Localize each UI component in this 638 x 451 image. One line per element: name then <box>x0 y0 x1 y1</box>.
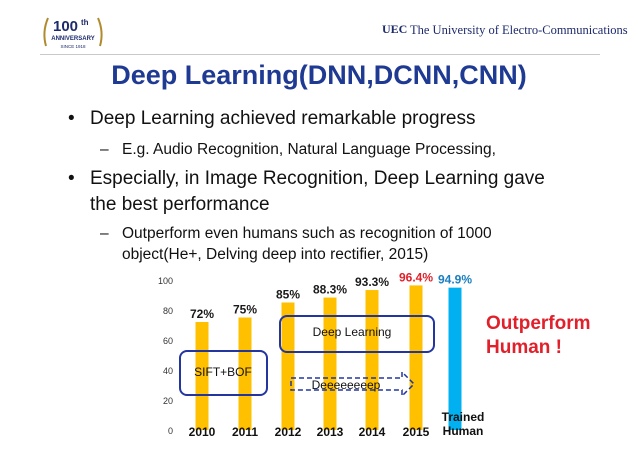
laurel-left-icon <box>43 17 49 47</box>
x-tick-label: 2012 <box>275 425 302 439</box>
bar <box>409 285 423 430</box>
bar <box>448 287 462 430</box>
y-tick-label: 80 <box>163 306 173 316</box>
y-axis: 0 20 40 60 80 100 <box>158 276 173 436</box>
laurel-right-icon <box>97 17 103 47</box>
bullet-1: • Deep Learning achieved remarkable progr… <box>68 108 476 130</box>
chart-annotations: SIFT+BOF Deep Learning Deeeeeeeep <box>179 315 435 398</box>
bullet-dot-icon: • <box>68 168 75 189</box>
sift-bof-box <box>179 350 268 396</box>
bullet-2-sub: – Outperform even humans such as recognit… <box>100 225 492 243</box>
dash-icon: – <box>100 225 109 242</box>
y-tick-label: 100 <box>158 276 173 286</box>
bar <box>281 302 295 430</box>
y-tick-label: 0 <box>168 426 173 436</box>
uec-logo: UEC <box>382 22 408 36</box>
sift-bof-label: SIFT+BOF <box>194 365 252 379</box>
bullet-dot-icon: • <box>68 108 75 129</box>
slide-title: Deep Learning(DNN,DCNN,CNN) <box>111 60 527 90</box>
anniversary-logo: 100 th ANNIVERSARY SINCE 1918 <box>43 17 103 49</box>
bullet-2-text-line2: the best performance <box>90 194 270 215</box>
y-tick-label: 60 <box>163 336 173 346</box>
y-tick-label: 20 <box>163 396 173 406</box>
bullet-1-sub: – E.g. Audio Recognition, Natural Languag… <box>100 141 496 159</box>
bar <box>323 297 337 430</box>
data-label: 85% <box>276 288 300 302</box>
deeper-label: Deeeeeeeep <box>312 378 381 392</box>
bullet-2: • Especially, in Image Recognition, Deep … <box>68 168 545 190</box>
x-tick-label: 2014 <box>359 425 386 439</box>
data-label: 72% <box>190 307 214 321</box>
bar <box>195 322 209 430</box>
university-name: The University of Electro-Communications <box>410 23 628 37</box>
anniversary-number: 100 <box>53 18 78 35</box>
bullet-2-text-line1: Especially, in Image Recognition, Deep L… <box>90 168 545 189</box>
x-tick-label: 2015 <box>403 425 430 439</box>
outperform-line1: Outperform <box>486 313 591 334</box>
deeper-arrow-icon <box>290 370 416 398</box>
bar <box>365 290 379 430</box>
bullet-2-sub-line2-row: object(He+, Delving deep into rectifier,… <box>122 246 428 264</box>
bullet-2-sub-line1: Outperform even humans such as recogniti… <box>122 225 492 242</box>
data-label: 88.3% <box>313 283 347 297</box>
x-tick-label: Trained <box>442 410 485 424</box>
header-divider <box>40 54 600 55</box>
outperform-line2: Human ! <box>486 337 562 358</box>
bullet-1-text: Deep Learning achieved remarkable progre… <box>90 108 476 129</box>
bar <box>238 317 252 430</box>
data-label: 96.4% <box>399 270 433 284</box>
anniversary-since: SINCE 1918 <box>60 44 86 49</box>
anniversary-word: ANNIVERSARY <box>51 36 94 42</box>
dash-icon: – <box>100 141 109 158</box>
deep-learning-label: Deep Learning <box>313 325 392 339</box>
data-label: 75% <box>233 303 257 317</box>
x-tick-label: 2011 <box>232 425 258 439</box>
data-label: 94.9% <box>438 273 472 287</box>
data-label: 93.3% <box>355 275 389 289</box>
bars: 72% 2010 75% 2011 85% 2012 88.3% 2013 93.3% 2014 9… <box>189 270 485 439</box>
x-tick-label: 2013 <box>317 425 344 439</box>
y-tick-label: 40 <box>163 366 173 376</box>
x-tick-label: 2010 <box>189 425 216 439</box>
outperform-callout: Outperform Human ! <box>486 312 591 360</box>
x-tick-label: Human <box>443 424 484 438</box>
anniversary-suffix: th <box>81 18 89 27</box>
bullet-1-sub-text: E.g. Audio Recognition, Natural Language… <box>122 141 496 158</box>
bullet-2-line2: the best performance <box>90 194 270 216</box>
bullet-2-sub-line2: object(He+, Delving deep into rectifier,… <box>122 246 429 263</box>
deep-learning-box <box>279 315 435 353</box>
